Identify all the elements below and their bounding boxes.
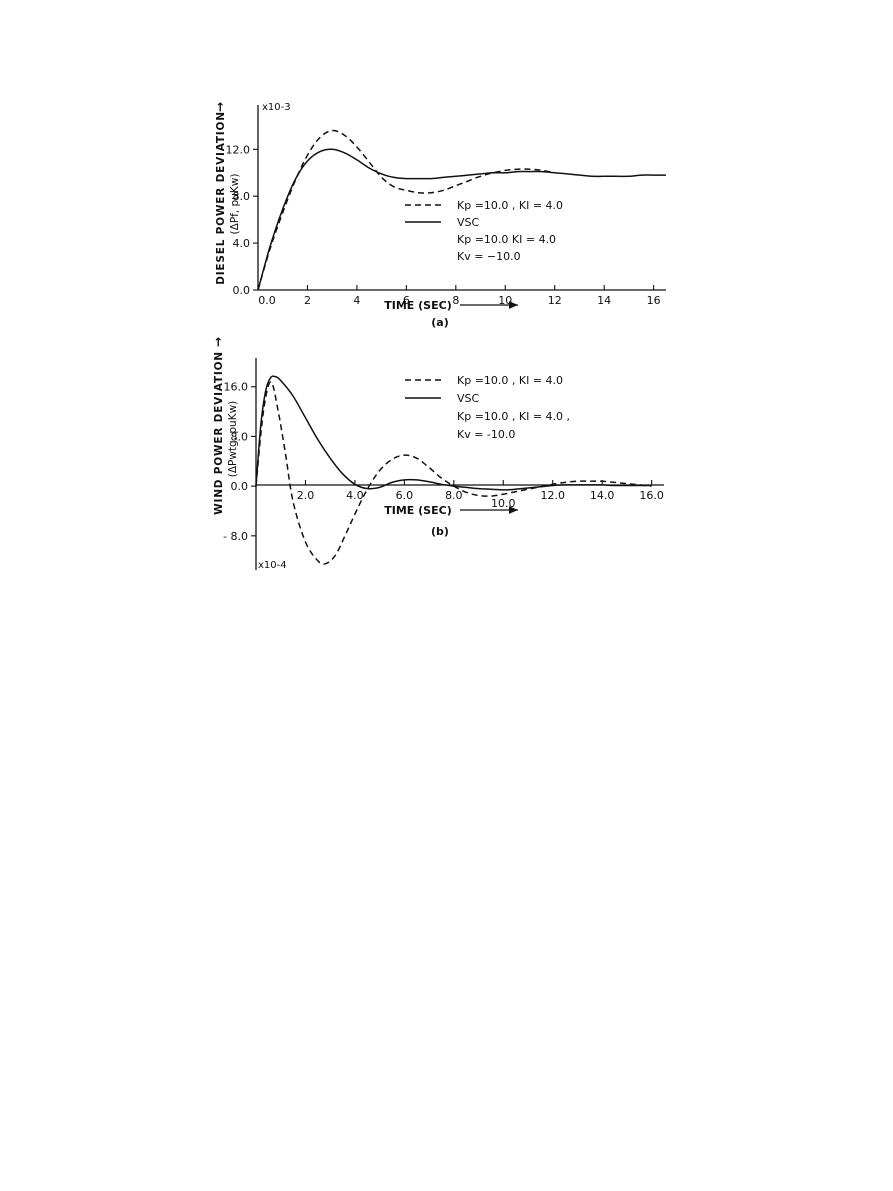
x-tick-label: 2 bbox=[304, 294, 311, 307]
x-tick-label: 14.0 bbox=[590, 489, 615, 502]
y-axis-title-group: WIND POWER DEVIATION → bbox=[211, 337, 225, 515]
x-tick-label: 10.0 bbox=[491, 497, 516, 510]
panel-label: (b) bbox=[431, 525, 449, 538]
series-line-solid bbox=[255, 375, 652, 491]
x-tick-label: 12 bbox=[548, 294, 562, 307]
y-axis-subtitle-group: (ΔPf, puKw) bbox=[229, 174, 241, 235]
legend-text: Kp =10.0 , KI = 4.0 bbox=[457, 374, 563, 387]
y-axis-title: WIND POWER DEVIATION bbox=[213, 351, 225, 515]
y-tick-label: 12.0 bbox=[226, 143, 251, 156]
y-tick-label: 8.0 bbox=[233, 190, 251, 203]
x-tick-label: 8.0 bbox=[445, 489, 463, 502]
y-axis-arrow: → bbox=[211, 337, 225, 347]
x-tick-label: 0.0 bbox=[258, 294, 276, 307]
x-tick-label: 16 bbox=[647, 294, 661, 307]
x-axis-title: TIME (SEC) bbox=[384, 504, 451, 517]
y-tick-label: - 8.0 bbox=[223, 530, 248, 543]
y-multiplier-label: x10-4 bbox=[258, 560, 287, 571]
series-line-dashed bbox=[255, 381, 652, 565]
legend-text: VSC bbox=[457, 392, 480, 405]
y-axis-arrow: → bbox=[213, 102, 227, 112]
legend-text: Kp =10.0 KI = 4.0 bbox=[457, 233, 556, 246]
x-tick-label: 4 bbox=[353, 294, 360, 307]
x-tick-label: 6.0 bbox=[396, 489, 414, 502]
y-tick-label: 4.0 bbox=[233, 237, 251, 250]
y-axis-title: DIESEL POWER DEVIATION bbox=[215, 111, 227, 285]
y-axis-subtitle-group: (ΔPwtg, puKw) bbox=[227, 401, 239, 478]
x-tick-label: 4.0 bbox=[346, 489, 364, 502]
y-tick-label: 8.0 bbox=[231, 430, 249, 443]
legend-text: Kv = -10.0 bbox=[457, 428, 515, 441]
y-tick-label: 0.0 bbox=[233, 284, 251, 297]
y-tick-label: 16.0 bbox=[224, 381, 249, 394]
panel-label: (a) bbox=[431, 316, 448, 329]
x-tick-label: 10 bbox=[498, 294, 512, 307]
chart-panel-a: 0.0 2 4 6 8 10 12 14 16 0.0 4.0 8.0 12.0 x10-3 DIESEL … bbox=[213, 102, 666, 329]
x-axis-title: TIME (SEC) bbox=[384, 299, 451, 312]
legend-text: Kv = −10.0 bbox=[457, 250, 521, 263]
x-tick-label: 16.0 bbox=[639, 489, 664, 502]
legend-text: VSC bbox=[457, 216, 480, 229]
x-tick-label: 2.0 bbox=[297, 489, 315, 502]
legend-text: Kp =10.0 , KI = 4.0 bbox=[457, 199, 563, 212]
y-axis-title-group: DIESEL POWER DEVIATION→ bbox=[213, 102, 227, 285]
y-axis-subtitle: (ΔPf, puKw) bbox=[229, 174, 241, 235]
x-tick-label: 8 bbox=[452, 294, 459, 307]
series-line-solid bbox=[257, 148, 666, 291]
y-tick-label: 0.0 bbox=[231, 480, 249, 493]
x-tick-label: 6 bbox=[403, 294, 410, 307]
legend-text: Kp =10.0 , KI = 4.0 , bbox=[457, 410, 570, 423]
y-axis-subtitle: (ΔPwtg, puKw) bbox=[227, 401, 239, 478]
x-tick-label: 14 bbox=[597, 294, 611, 307]
y-multiplier-label: x10-3 bbox=[262, 102, 291, 113]
chart-panel-b: 2.0 4.0 6.0 8.0 10.0 12.0 14.0 16.0 - 8.0 0.0 8.0 1… bbox=[211, 337, 664, 571]
series-line-dashed bbox=[257, 129, 555, 291]
x-tick-label: 12.0 bbox=[540, 489, 565, 502]
